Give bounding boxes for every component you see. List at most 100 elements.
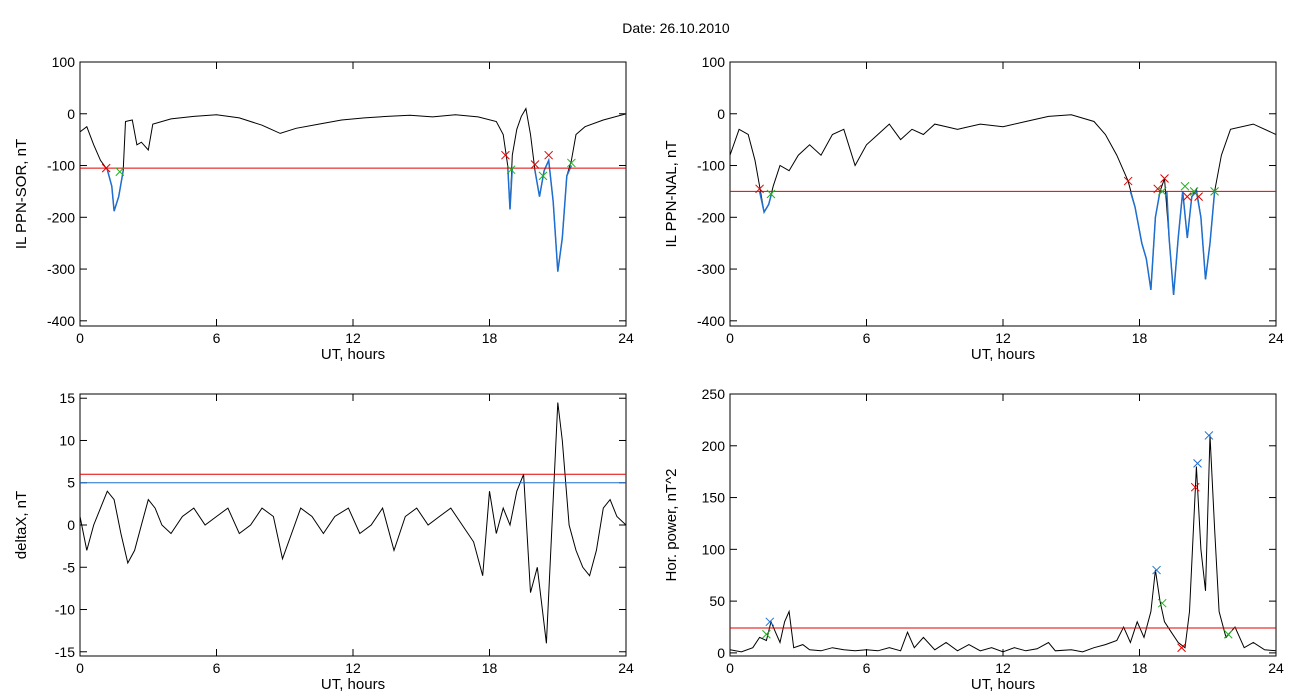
below-threshold-segment [1129,191,1161,290]
x-tick-label: 0 [76,330,84,346]
red-marker [1153,184,1163,194]
red-marker [530,160,540,169]
series-line [730,114,1276,295]
blue-marker [1204,431,1214,440]
x-tick-label: 18 [1132,660,1148,676]
green-marker [1189,187,1199,196]
y-tick-label: 0 [717,645,725,661]
blue-marker [765,617,775,627]
green-marker [506,165,516,175]
blue-marker [1152,565,1161,575]
below-threshold-segment [758,191,773,215]
x-tick-label: 6 [863,330,871,346]
green-marker [1210,187,1219,196]
x-tick-label: 6 [213,330,221,346]
green-marker [1223,629,1233,639]
x-tick-label: 12 [995,660,1011,676]
plot-frame [79,61,627,327]
x-tick-label: 6 [863,660,871,676]
below-threshold-segment [506,165,514,210]
x-tick-label: 24 [1268,660,1284,676]
red-marker [1182,192,1192,201]
series-line [80,107,626,272]
green-marker [762,629,771,639]
y-tick-label: 50 [709,593,725,609]
green-marker [766,189,776,199]
x-tick-label: 24 [618,660,634,676]
plot-area [80,107,626,272]
green-marker [567,158,576,168]
y-tick-label: -100 [47,158,75,174]
y-tick-label: -300 [697,261,725,277]
x-tick-label: 12 [995,330,1011,346]
y-tick-label: -10 [55,602,75,618]
y-axis-label: IL PPN-SOR, nT [13,139,30,249]
red-marker [101,163,111,173]
green-marker [1157,598,1167,608]
page-title: Date: 26.10.2010 [622,20,730,36]
green-marker [115,167,125,177]
y-tick-label: 150 [702,490,726,506]
below-threshold-segment [1166,189,1216,295]
series-line [80,402,626,644]
red-marker [544,150,554,160]
series-line [730,435,1276,653]
y-tick-label: 15 [59,390,75,406]
x-tick-label: 24 [618,330,634,346]
y-tick-label: -100 [697,158,725,174]
y-tick-label: 0 [67,517,75,533]
red-marker [1123,176,1133,186]
y-tick-label: -400 [47,313,75,329]
x-tick-label: 0 [726,660,734,676]
x-tick-label: 24 [1268,330,1284,346]
x-tick-label: 12 [345,330,361,346]
y-tick-label: 250 [702,386,726,402]
panel-3: 0 6 12 18 24 15 10 5 0 -5 -10 -15 UT, hours deltaX, n… [13,390,634,693]
y-axis-label: deltaX, nT [13,491,30,559]
y-tick-label: -300 [47,261,75,277]
x-axis-label: UT, hours [971,676,1035,693]
plot-area [730,114,1276,295]
x-axis-label: UT, hours [971,346,1035,363]
y-tick-label: 0 [67,106,75,122]
y-tick-label: -200 [47,209,75,225]
y-tick-label: 10 [59,432,75,448]
red-marker [1160,174,1169,183]
plot-area [730,431,1276,653]
y-tick-label: -5 [63,559,76,575]
y-tick-label: 200 [702,438,726,454]
red-marker [1177,643,1186,653]
x-tick-label: 0 [76,660,84,676]
x-tick-label: 18 [1132,330,1148,346]
panel-4: 0 6 12 18 24 250 200 150 100 50 0 UT, hours Hor. pow… [663,386,1284,693]
panel-1: 0 6 12 18 24 100 0 -100 -200 -300 -400 UT, hours IL … [13,54,634,363]
x-tick-label: 12 [345,660,361,676]
y-tick-label: 5 [67,475,75,491]
x-axis-label: UT, hours [321,676,385,693]
y-tick-label: 0 [717,106,725,122]
y-tick-label: -15 [55,644,75,660]
panel-2: 0 6 12 18 24 100 0 -100 -200 -300 -400 UT, hours IL … [663,54,1284,363]
x-tick-label: 6 [213,660,221,676]
x-tick-label: 18 [482,660,498,676]
x-tick-label: 0 [726,330,734,346]
x-tick-label: 18 [482,330,498,346]
blue-marker [1193,459,1202,468]
y-tick-label: -400 [697,313,725,329]
y-axis-label: IL PPN-NAL, nT [663,141,680,248]
below-threshold-segment [534,157,573,272]
green-marker [1157,187,1167,196]
plot-area [80,402,626,644]
y-tick-label: 100 [702,541,726,557]
red-marker [755,184,764,194]
red-marker [501,150,510,160]
y-tick-label: -200 [697,209,725,225]
below-threshold-segment [106,169,124,212]
red-marker [1190,482,1200,492]
green-marker [1180,181,1190,191]
x-axis-label: UT, hours [321,346,385,363]
y-tick-label: 100 [702,54,726,70]
y-axis-label: Hor. power, nT^2 [663,469,680,582]
